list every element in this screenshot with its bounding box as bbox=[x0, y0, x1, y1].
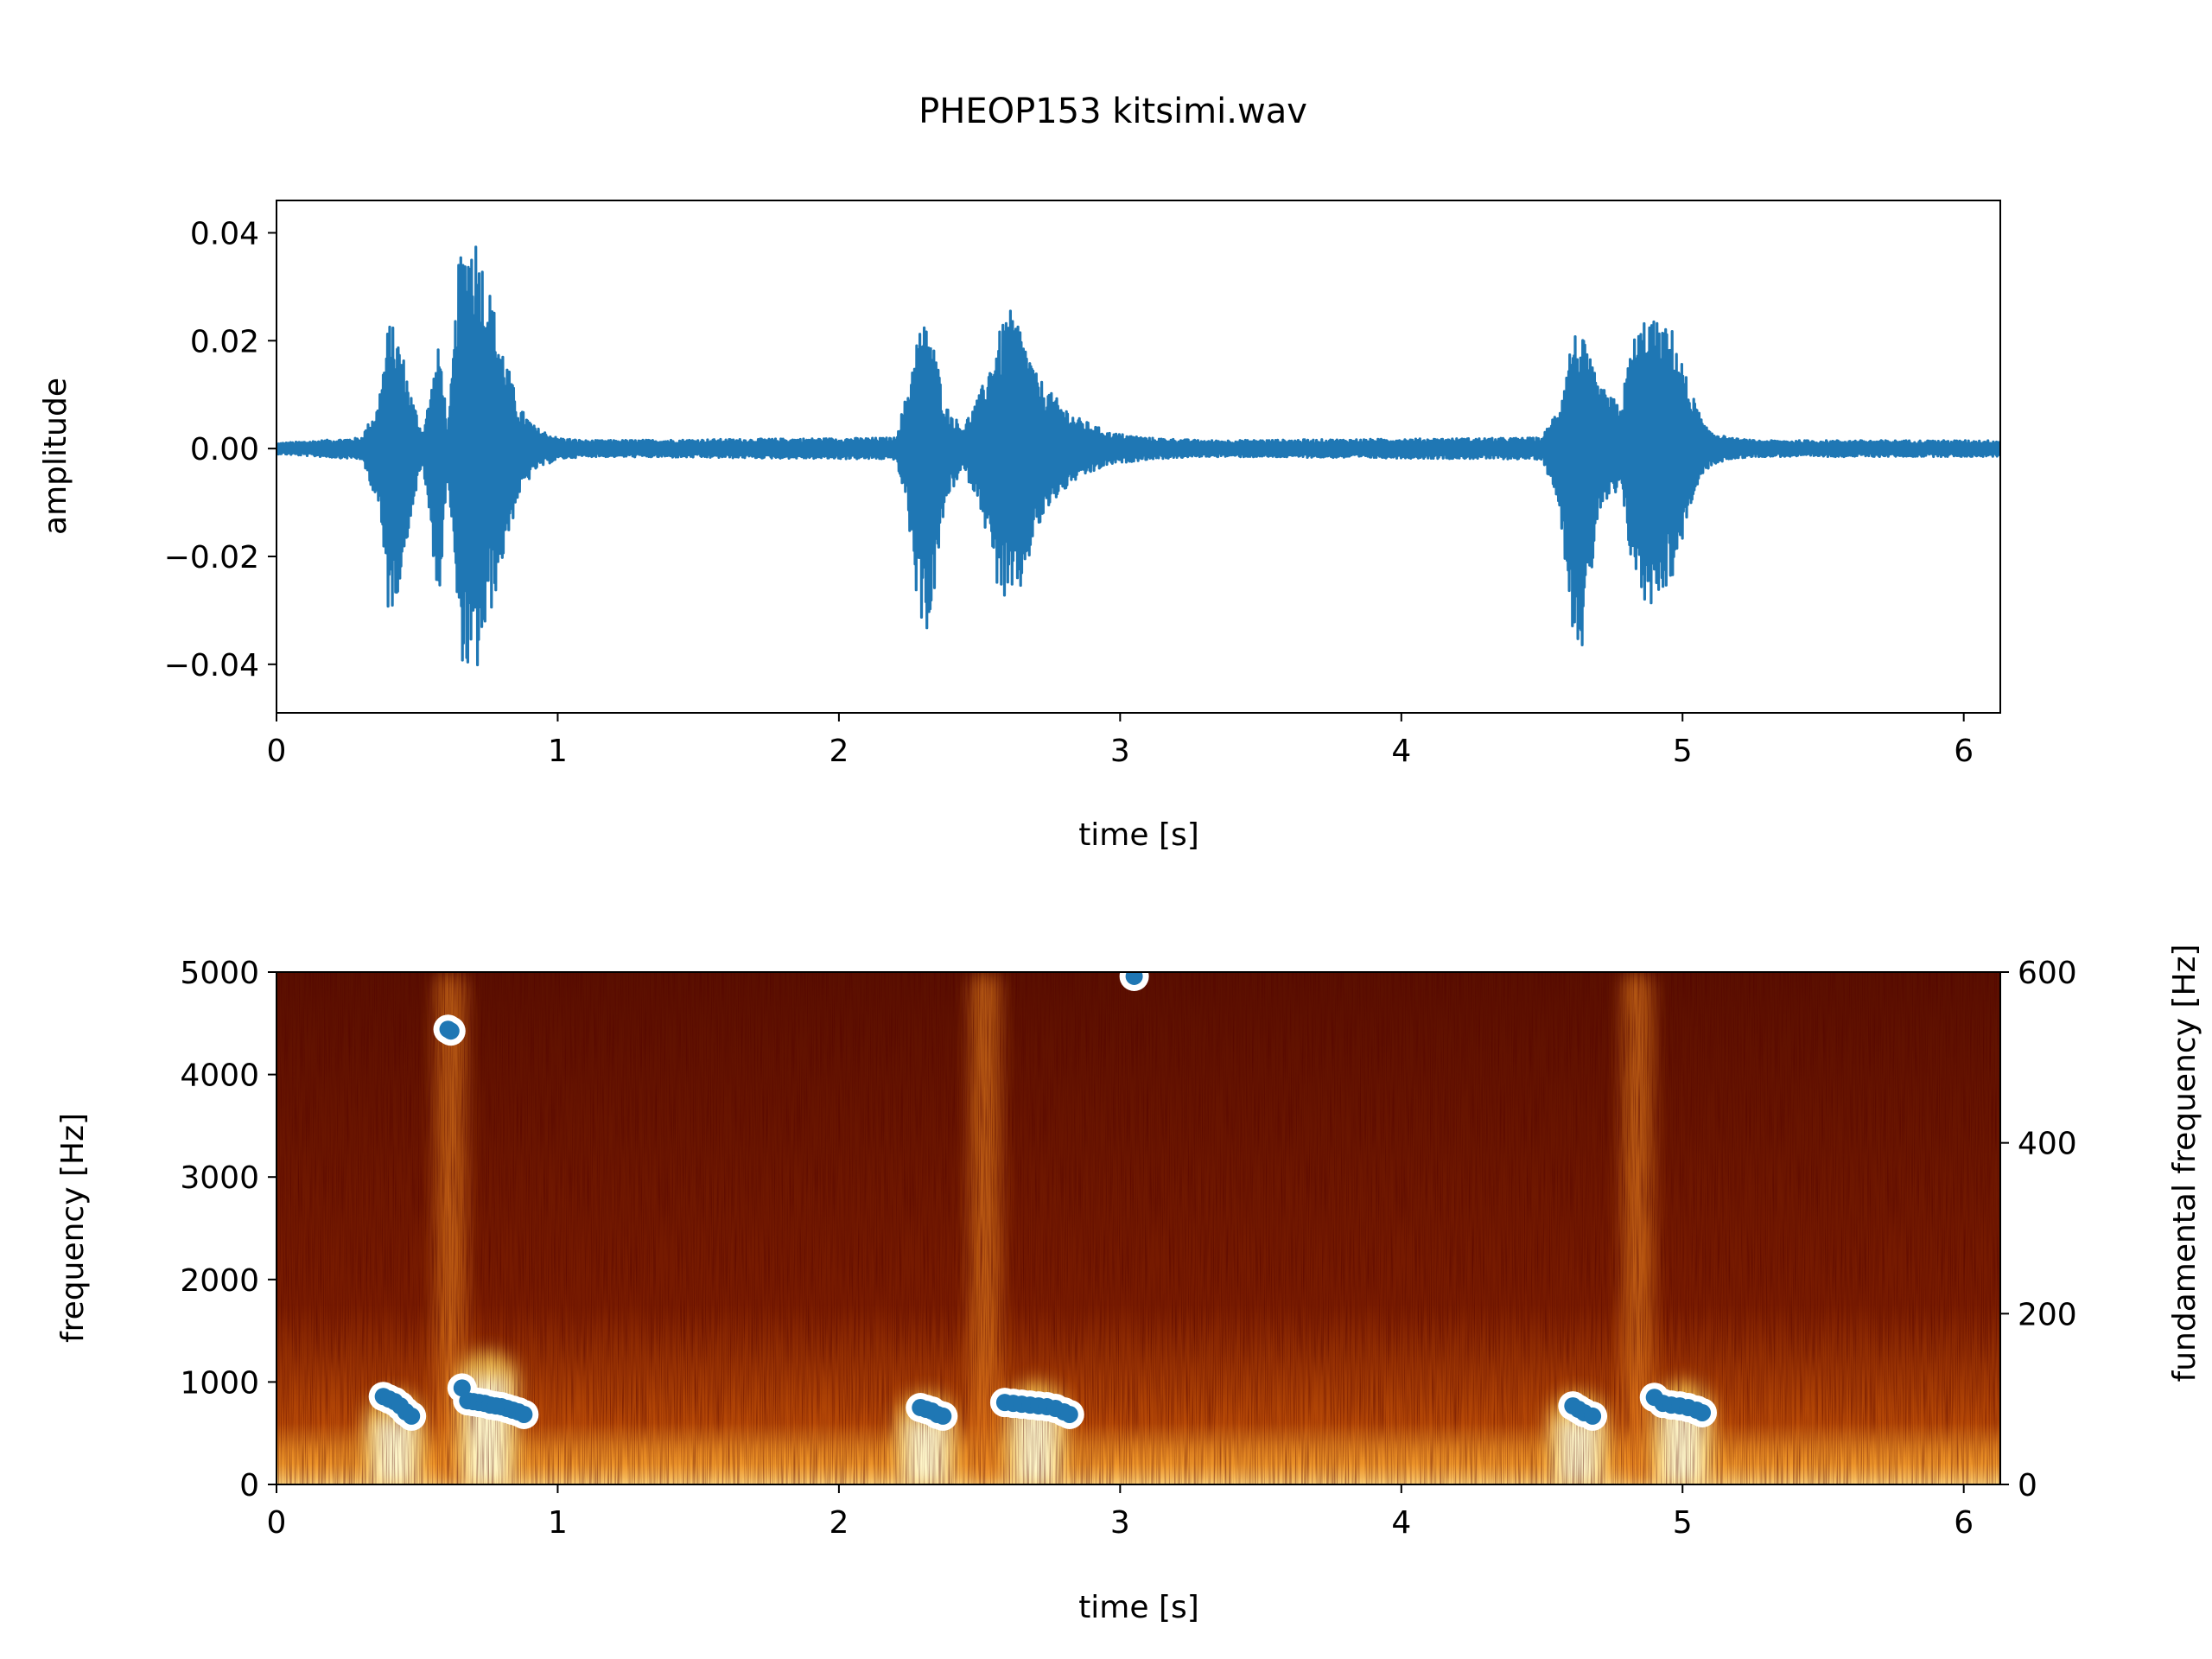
spectrogram-ytick-label: 3000 bbox=[180, 1160, 259, 1196]
waveform-xtick-label: 5 bbox=[1673, 734, 1693, 769]
figure-title: PHEOP153 kitsimi.wav bbox=[918, 92, 1307, 131]
spectrogram-ytick-label: 0 bbox=[239, 1468, 259, 1503]
spectrogram-frame bbox=[276, 971, 2001, 1485]
waveform-xtick-label: 0 bbox=[267, 734, 287, 769]
spectrogram-xtick-label: 2 bbox=[829, 1505, 849, 1541]
waveform-x-ticks: 0 1 2 3 4 5 6 bbox=[267, 713, 1974, 769]
spectrogram-y2tick-label: 200 bbox=[2018, 1297, 2077, 1332]
waveform-y-ticks: 0.04 0.02 0.00 −0.02 −0.04 bbox=[164, 216, 276, 683]
spectrogram-ytick-label: 5000 bbox=[180, 956, 259, 991]
spectrogram-y2tick-label: 0 bbox=[2018, 1468, 2037, 1503]
spectrogram-texture bbox=[276, 972, 2000, 1484]
f0-point bbox=[1125, 972, 1143, 985]
f0-point bbox=[515, 1405, 533, 1423]
waveform-ytick-label: −0.04 bbox=[164, 648, 259, 683]
waveform-ylabel: amplitude bbox=[38, 378, 73, 535]
waveform-xtick-label: 4 bbox=[1391, 734, 1411, 769]
spectrogram-xtick-label: 1 bbox=[548, 1505, 568, 1541]
spectrogram-y2tick-label: 600 bbox=[2018, 956, 2077, 991]
spectrogram-y2-ticks: 0 200 400 600 bbox=[2000, 956, 2077, 1503]
waveform-xtick-label: 1 bbox=[548, 734, 568, 769]
waveform-ytick-label: −0.02 bbox=[164, 540, 259, 575]
spectrogram-ytick-label: 1000 bbox=[180, 1365, 259, 1401]
f0-point bbox=[1584, 1407, 1602, 1425]
waveform-ytick-label: 0.00 bbox=[190, 432, 259, 467]
f0-point bbox=[934, 1407, 952, 1425]
waveform-frame bbox=[276, 200, 2001, 714]
spectrogram-xtick-label: 5 bbox=[1673, 1505, 1693, 1541]
spectrogram-y2tick-label: 400 bbox=[2018, 1127, 2077, 1162]
spectrogram-image bbox=[276, 972, 2000, 1484]
spectrogram-xtick-label: 6 bbox=[1954, 1505, 1974, 1541]
spectrogram-xlabel: time [s] bbox=[1078, 1590, 1199, 1625]
waveform-xtick-label: 6 bbox=[1954, 734, 1974, 769]
waveform-series bbox=[276, 245, 2000, 667]
spectrogram-y2label: fundamental frequency [Hz] bbox=[2167, 944, 2202, 1382]
f0-point bbox=[403, 1407, 421, 1425]
spectrogram-ytick-label: 4000 bbox=[180, 1058, 259, 1094]
waveform-ytick-label: 0.04 bbox=[190, 216, 259, 251]
spectrogram-xtick-label: 0 bbox=[267, 1505, 287, 1541]
spectrogram-ytick-label: 2000 bbox=[180, 1263, 259, 1299]
f0-point bbox=[1694, 1403, 1712, 1421]
spectrogram-xtick-label: 3 bbox=[1110, 1505, 1130, 1541]
spectrogram-ylabel: frequency [Hz] bbox=[55, 1113, 91, 1343]
waveform-ytick-label: 0.02 bbox=[190, 324, 259, 359]
waveform-xtick-label: 2 bbox=[829, 734, 849, 769]
spectrogram-xtick-label: 4 bbox=[1391, 1505, 1411, 1541]
spectrogram-panel: 0 1 2 3 4 5 6 0 1000 2000 3000 4000 5000 0 200 400 600… bbox=[55, 944, 2202, 1625]
waveform-line bbox=[276, 245, 2000, 667]
f0-point bbox=[442, 1022, 460, 1040]
waveform-xlabel: time [s] bbox=[1078, 817, 1199, 853]
f0-series bbox=[368, 972, 1718, 1431]
spectrogram-y-ticks: 0 1000 2000 3000 4000 5000 bbox=[180, 956, 276, 1503]
spectrogram-x-ticks: 0 1 2 3 4 5 6 bbox=[267, 1484, 1974, 1541]
f0-point bbox=[1060, 1405, 1078, 1423]
waveform-xtick-label: 3 bbox=[1110, 734, 1130, 769]
